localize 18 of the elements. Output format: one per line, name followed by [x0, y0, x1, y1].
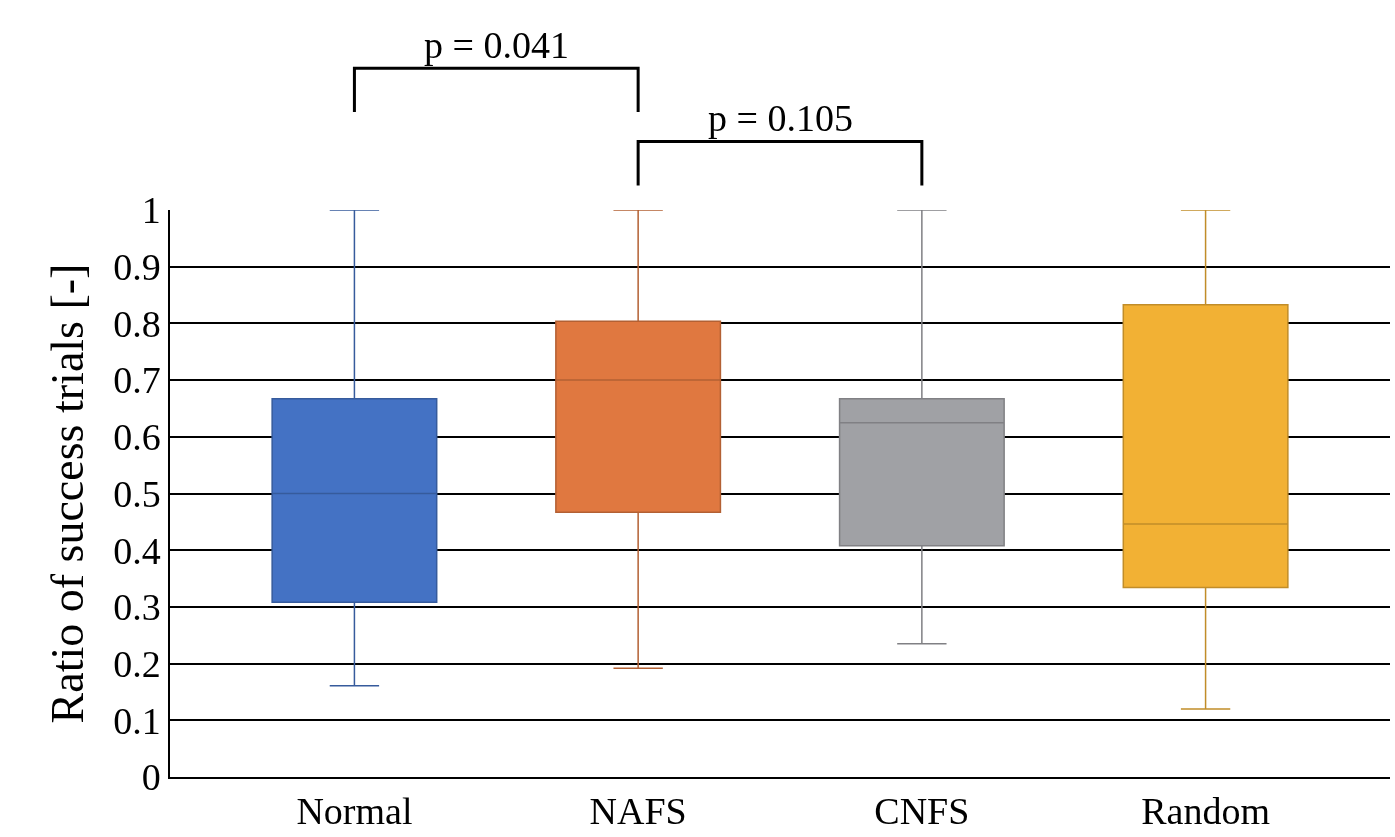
- y-tick-label: 1: [141, 189, 161, 232]
- x-tick-label: NAFS: [589, 790, 687, 833]
- y-axis-title: Ratio of success trials [-]: [42, 263, 94, 724]
- y-tick-label: 0.3: [113, 586, 161, 629]
- y-tick-label: 0.8: [113, 302, 161, 345]
- x-tick-label: Normal: [296, 790, 413, 833]
- y-tick-label: 0.5: [113, 472, 161, 515]
- y-tick-label: 0.4: [113, 529, 161, 572]
- y-tick-label: 0: [141, 756, 161, 799]
- y-tick-label: 0.9: [113, 246, 161, 288]
- y-tick-label: 0.6: [113, 416, 161, 459]
- x-tick-label: Random: [1141, 790, 1270, 833]
- y-tick-label: 0.2: [113, 642, 161, 685]
- x-tick-label: CNFS: [874, 790, 970, 833]
- y-tick-label: 0.7: [113, 359, 161, 402]
- y-tick-label: 0.1: [113, 699, 161, 742]
- text: p = 0.041: [424, 24, 569, 66]
- text: p = 0.105: [708, 97, 853, 139]
